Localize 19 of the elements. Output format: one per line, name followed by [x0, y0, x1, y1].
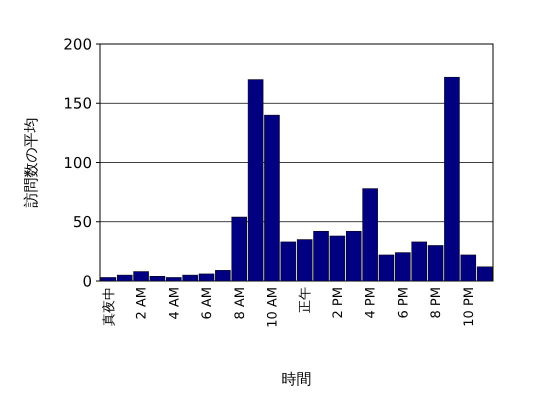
x-tick-label: 10 AM: [266, 287, 281, 328]
x-tick-label: 2 PM: [330, 287, 346, 318]
x-tick-label: 6 PM: [396, 287, 412, 318]
y-tick-label: 150: [63, 94, 92, 112]
x-tick-label: 2 AM: [134, 287, 150, 320]
x-tick-label: 4 AM: [167, 287, 182, 320]
y-tick-label: 100: [63, 154, 92, 172]
x-tick-label: 8 AM: [232, 287, 248, 320]
x-tick-label: 正午: [298, 287, 314, 313]
y-tick-label: 0: [82, 272, 92, 290]
x-tick-label: 10 PM: [462, 287, 477, 327]
x-tick-label: 真夜中: [100, 287, 117, 326]
x-tick-label: 6 AM: [200, 287, 216, 320]
y-axis-title: 訪問数の平均: [22, 118, 40, 208]
x-tick-label: 8 PM: [429, 287, 444, 318]
x-tick-label: 4 PM: [364, 287, 379, 318]
y-tick-label: 50: [72, 213, 92, 231]
x-axis-title: 時間: [282, 370, 312, 388]
y-tick-label: 200: [63, 35, 92, 54]
